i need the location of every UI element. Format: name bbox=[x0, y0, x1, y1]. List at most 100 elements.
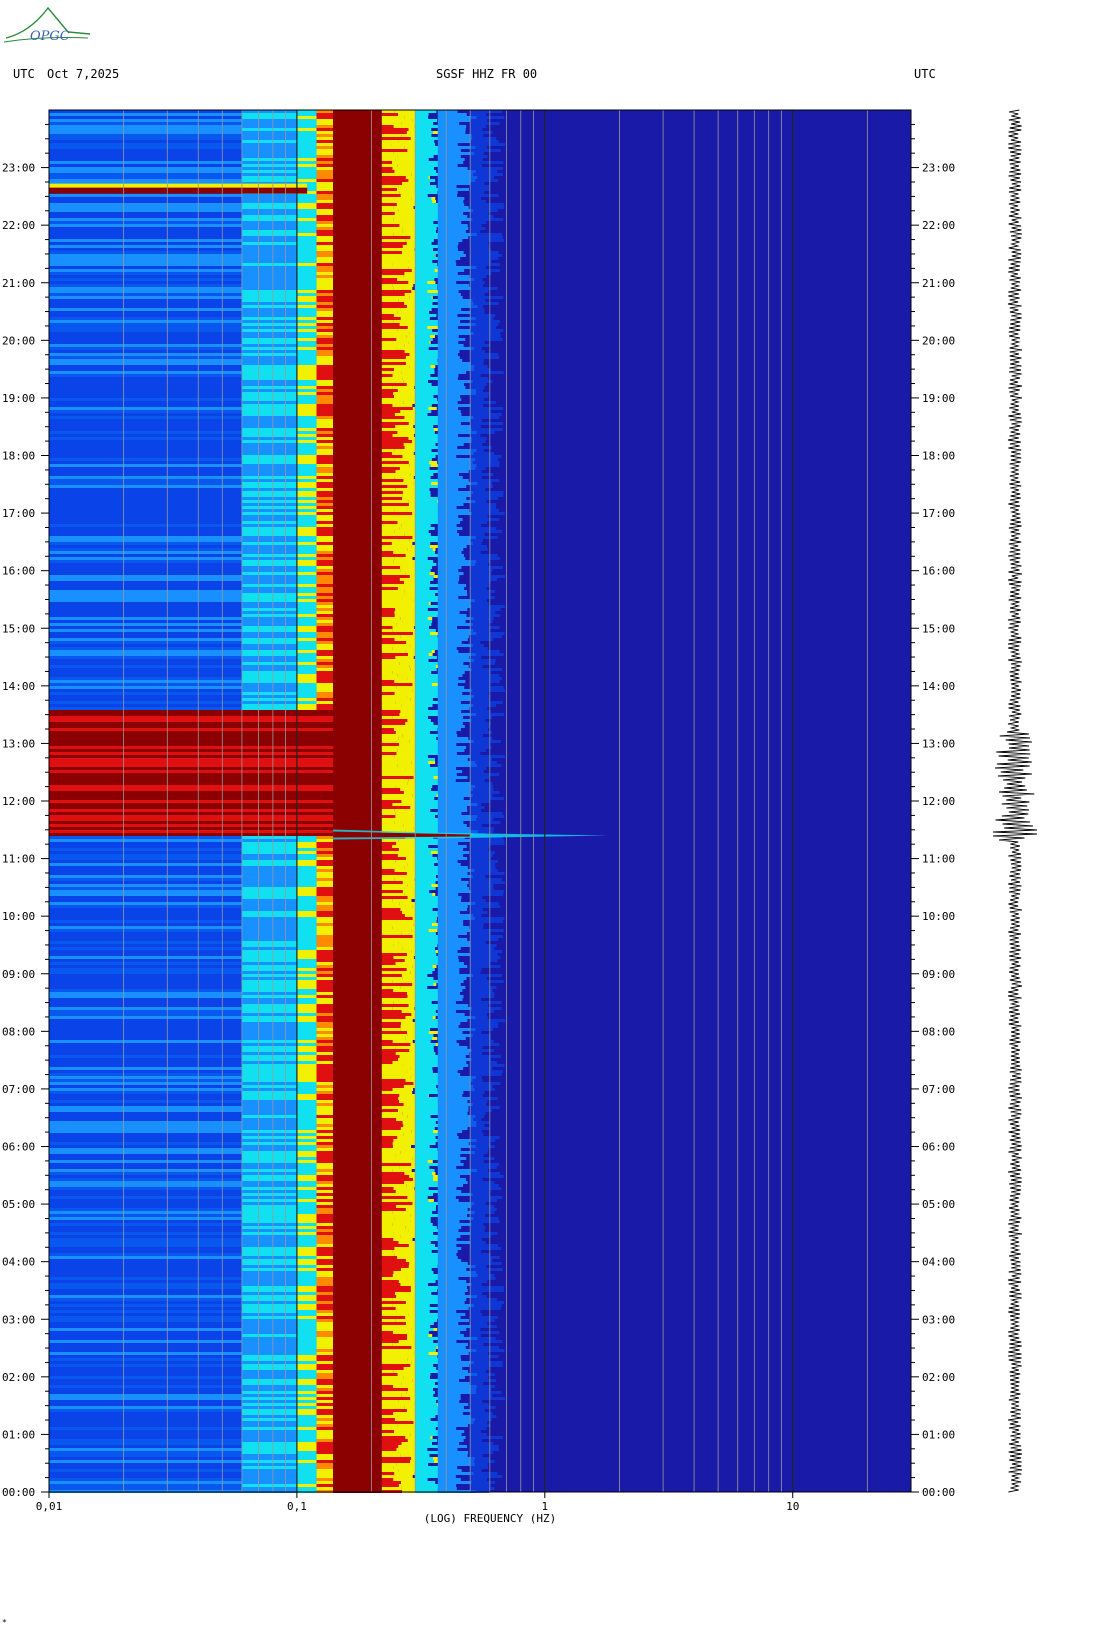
band-row bbox=[394, 1418, 425, 1421]
band-row bbox=[415, 173, 440, 176]
microseism-row bbox=[333, 890, 382, 893]
microseism-row bbox=[333, 455, 382, 458]
band-row bbox=[316, 443, 334, 446]
band-row bbox=[437, 311, 471, 314]
band-row bbox=[381, 956, 394, 959]
low-band-row bbox=[49, 1415, 297, 1418]
band-row bbox=[415, 323, 441, 326]
microseism-row bbox=[333, 473, 382, 476]
microseism-row bbox=[333, 932, 382, 935]
event-energy-row bbox=[49, 785, 334, 788]
band-row bbox=[296, 659, 317, 662]
mid-band-row bbox=[241, 617, 297, 620]
band-row bbox=[470, 1004, 489, 1007]
band-row bbox=[415, 1487, 439, 1490]
band-row bbox=[415, 116, 429, 119]
mid-band-row bbox=[241, 377, 297, 380]
band-row bbox=[415, 1337, 444, 1340]
band-row bbox=[437, 155, 461, 158]
band-row bbox=[296, 1307, 317, 1310]
microseism-row bbox=[333, 911, 382, 914]
low-band-row bbox=[49, 1391, 297, 1394]
low-band-row bbox=[49, 1373, 297, 1376]
mid-band-row bbox=[241, 1307, 297, 1310]
microseism-row bbox=[333, 344, 382, 347]
microseism-row bbox=[333, 878, 382, 881]
band-row bbox=[437, 1427, 457, 1430]
microseism-row bbox=[333, 1019, 382, 1022]
band-row bbox=[437, 1463, 475, 1466]
band-row bbox=[316, 1382, 334, 1385]
low-band-row bbox=[49, 1103, 297, 1106]
low-band-row bbox=[49, 290, 297, 293]
band-row bbox=[437, 686, 465, 689]
band-row bbox=[316, 503, 334, 506]
low-band-row bbox=[49, 128, 297, 131]
band-row bbox=[381, 866, 405, 869]
low-band-row bbox=[49, 134, 297, 137]
band-row bbox=[470, 1130, 482, 1133]
band-row bbox=[381, 239, 406, 242]
band-row bbox=[296, 980, 317, 983]
mid-band-row bbox=[241, 233, 297, 236]
microseism-row bbox=[333, 431, 382, 434]
band-row bbox=[296, 1028, 317, 1031]
band-row bbox=[470, 1184, 499, 1187]
low-band-row bbox=[49, 1088, 297, 1091]
band-row bbox=[437, 881, 469, 884]
band-row bbox=[437, 308, 462, 311]
band-row bbox=[470, 1313, 483, 1316]
microseism-row bbox=[333, 881, 382, 884]
band-row bbox=[381, 1133, 404, 1136]
band-row bbox=[381, 1154, 396, 1157]
microseism-row bbox=[333, 1016, 382, 1019]
low-band-row bbox=[49, 155, 297, 158]
band-row bbox=[415, 416, 444, 419]
band-row bbox=[296, 1004, 317, 1007]
band-row bbox=[470, 1175, 504, 1178]
band-row bbox=[397, 764, 430, 767]
low-band-row bbox=[49, 467, 297, 470]
mid-band-row bbox=[241, 842, 297, 845]
low-band-row bbox=[49, 527, 297, 530]
band-row bbox=[415, 707, 429, 710]
band-row bbox=[470, 1244, 499, 1247]
low-band-row bbox=[49, 1478, 297, 1481]
band-row bbox=[470, 1238, 483, 1241]
mid-band-row bbox=[241, 431, 297, 434]
band-row bbox=[381, 308, 401, 311]
band-row bbox=[470, 530, 503, 533]
band-row bbox=[437, 650, 459, 653]
band-row bbox=[316, 542, 334, 545]
band-row bbox=[437, 716, 463, 719]
mid-band-row bbox=[241, 1073, 297, 1076]
low-band-row bbox=[49, 1001, 297, 1004]
band-row bbox=[402, 227, 424, 230]
band-row bbox=[381, 215, 395, 218]
band-row bbox=[296, 1310, 317, 1313]
band-row bbox=[381, 1160, 414, 1163]
band-row bbox=[470, 1439, 483, 1442]
band-row bbox=[470, 1214, 486, 1217]
mid-band-row bbox=[241, 1385, 297, 1388]
band-row bbox=[415, 983, 434, 986]
band-row bbox=[392, 1007, 415, 1010]
band-row bbox=[316, 128, 334, 131]
band-row bbox=[381, 941, 399, 944]
mid-band-row bbox=[241, 692, 297, 695]
band-row bbox=[437, 488, 459, 491]
microseism-row bbox=[333, 527, 382, 530]
microseism-row bbox=[333, 1010, 382, 1013]
band-row bbox=[381, 1478, 394, 1481]
band-row bbox=[415, 572, 430, 575]
mid-band-row bbox=[241, 1097, 297, 1100]
band-row bbox=[296, 989, 317, 992]
band-row bbox=[381, 1310, 397, 1313]
band-row bbox=[415, 374, 431, 377]
band-row bbox=[381, 1205, 396, 1208]
band-row bbox=[398, 1484, 418, 1487]
band-row bbox=[437, 254, 466, 257]
band-row bbox=[296, 1058, 317, 1061]
band-row bbox=[296, 1292, 317, 1295]
band-row bbox=[470, 299, 486, 302]
